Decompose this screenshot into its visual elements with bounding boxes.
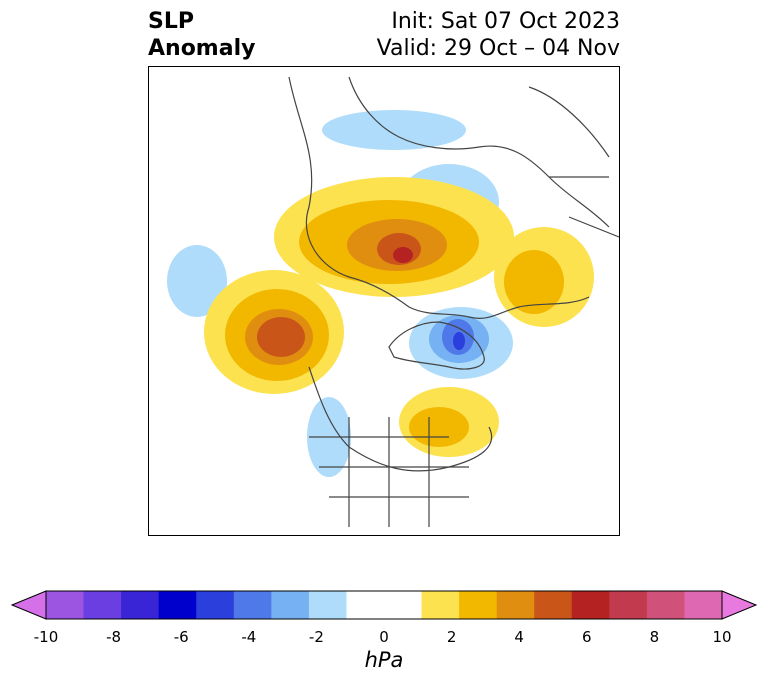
colorbar-cell (646, 591, 685, 619)
colorbar-tick-label: -10 (33, 628, 59, 646)
colorbar-tick-label: 0 (379, 628, 389, 646)
colorbar-units: hPa (364, 648, 404, 672)
colorbar-cell (384, 591, 423, 619)
colorbar-cell (459, 591, 498, 619)
colorbar-cell (121, 591, 160, 619)
title-variable: SLP (148, 9, 194, 34)
pos-anomaly-europe-2 (504, 250, 564, 314)
colorbar-cell (158, 591, 197, 619)
neg-anomaly-pacific (167, 245, 227, 317)
colorbar-cell (684, 591, 723, 619)
colorbar-tick-label: 4 (514, 628, 524, 646)
coastlines (288, 76, 619, 527)
colorbar-extend-high (721, 590, 758, 620)
map-panel (148, 66, 620, 536)
colorbar-tick-label: -6 (173, 628, 189, 646)
colorbar-cell (196, 591, 235, 619)
valid-range: Valid: 29 Oct – 04 Nov (376, 36, 620, 61)
colorbar-extend-low (10, 590, 47, 620)
title-anomaly: Anomaly (148, 36, 256, 61)
pos-anomaly-canada-2 (409, 407, 469, 447)
map-dates: Init: Sat 07 Oct 2023 Valid: 29 Oct – 04… (377, 8, 620, 62)
colorbar-tick-label: -8 (106, 628, 122, 646)
colorbar-cells (46, 591, 723, 619)
colorbar-cell (571, 591, 610, 619)
colorbar-cell (534, 591, 573, 619)
colorbar-tick-label: -4 (241, 628, 257, 646)
colorbar-cell (346, 591, 385, 619)
colorbar-tick-label: 2 (446, 628, 457, 646)
colorbar (10, 590, 758, 620)
pos-anomaly-siberia-core (393, 247, 413, 263)
map-title: SLP Anomaly (148, 8, 255, 62)
colorbar-outline (45, 590, 723, 620)
anomaly-map (167, 76, 619, 527)
colorbar-tick-label: -2 (308, 628, 324, 646)
colorbar-cell (496, 591, 535, 619)
positive-anomaly-contours (204, 177, 594, 457)
colorbar-cell (233, 591, 272, 619)
colorbar-cell (46, 591, 85, 619)
colorbar-cell (609, 591, 648, 619)
colorbar-cell (308, 591, 347, 619)
init-date: Init: Sat 07 Oct 2023 (391, 9, 620, 34)
colorbar-tick-label: 6 (582, 628, 592, 646)
colorbar-tick-label: 10 (712, 628, 732, 646)
colorbar-cell (271, 591, 310, 619)
colorbar-cell (421, 591, 460, 619)
neg-anomaly-greenland-core (453, 332, 465, 350)
colorbar-cell (83, 591, 122, 619)
pos-anomaly-alaska-core (257, 317, 305, 357)
neg-anomaly-scandinavia (322, 110, 466, 150)
colorbar-tick-label: 8 (649, 628, 660, 646)
